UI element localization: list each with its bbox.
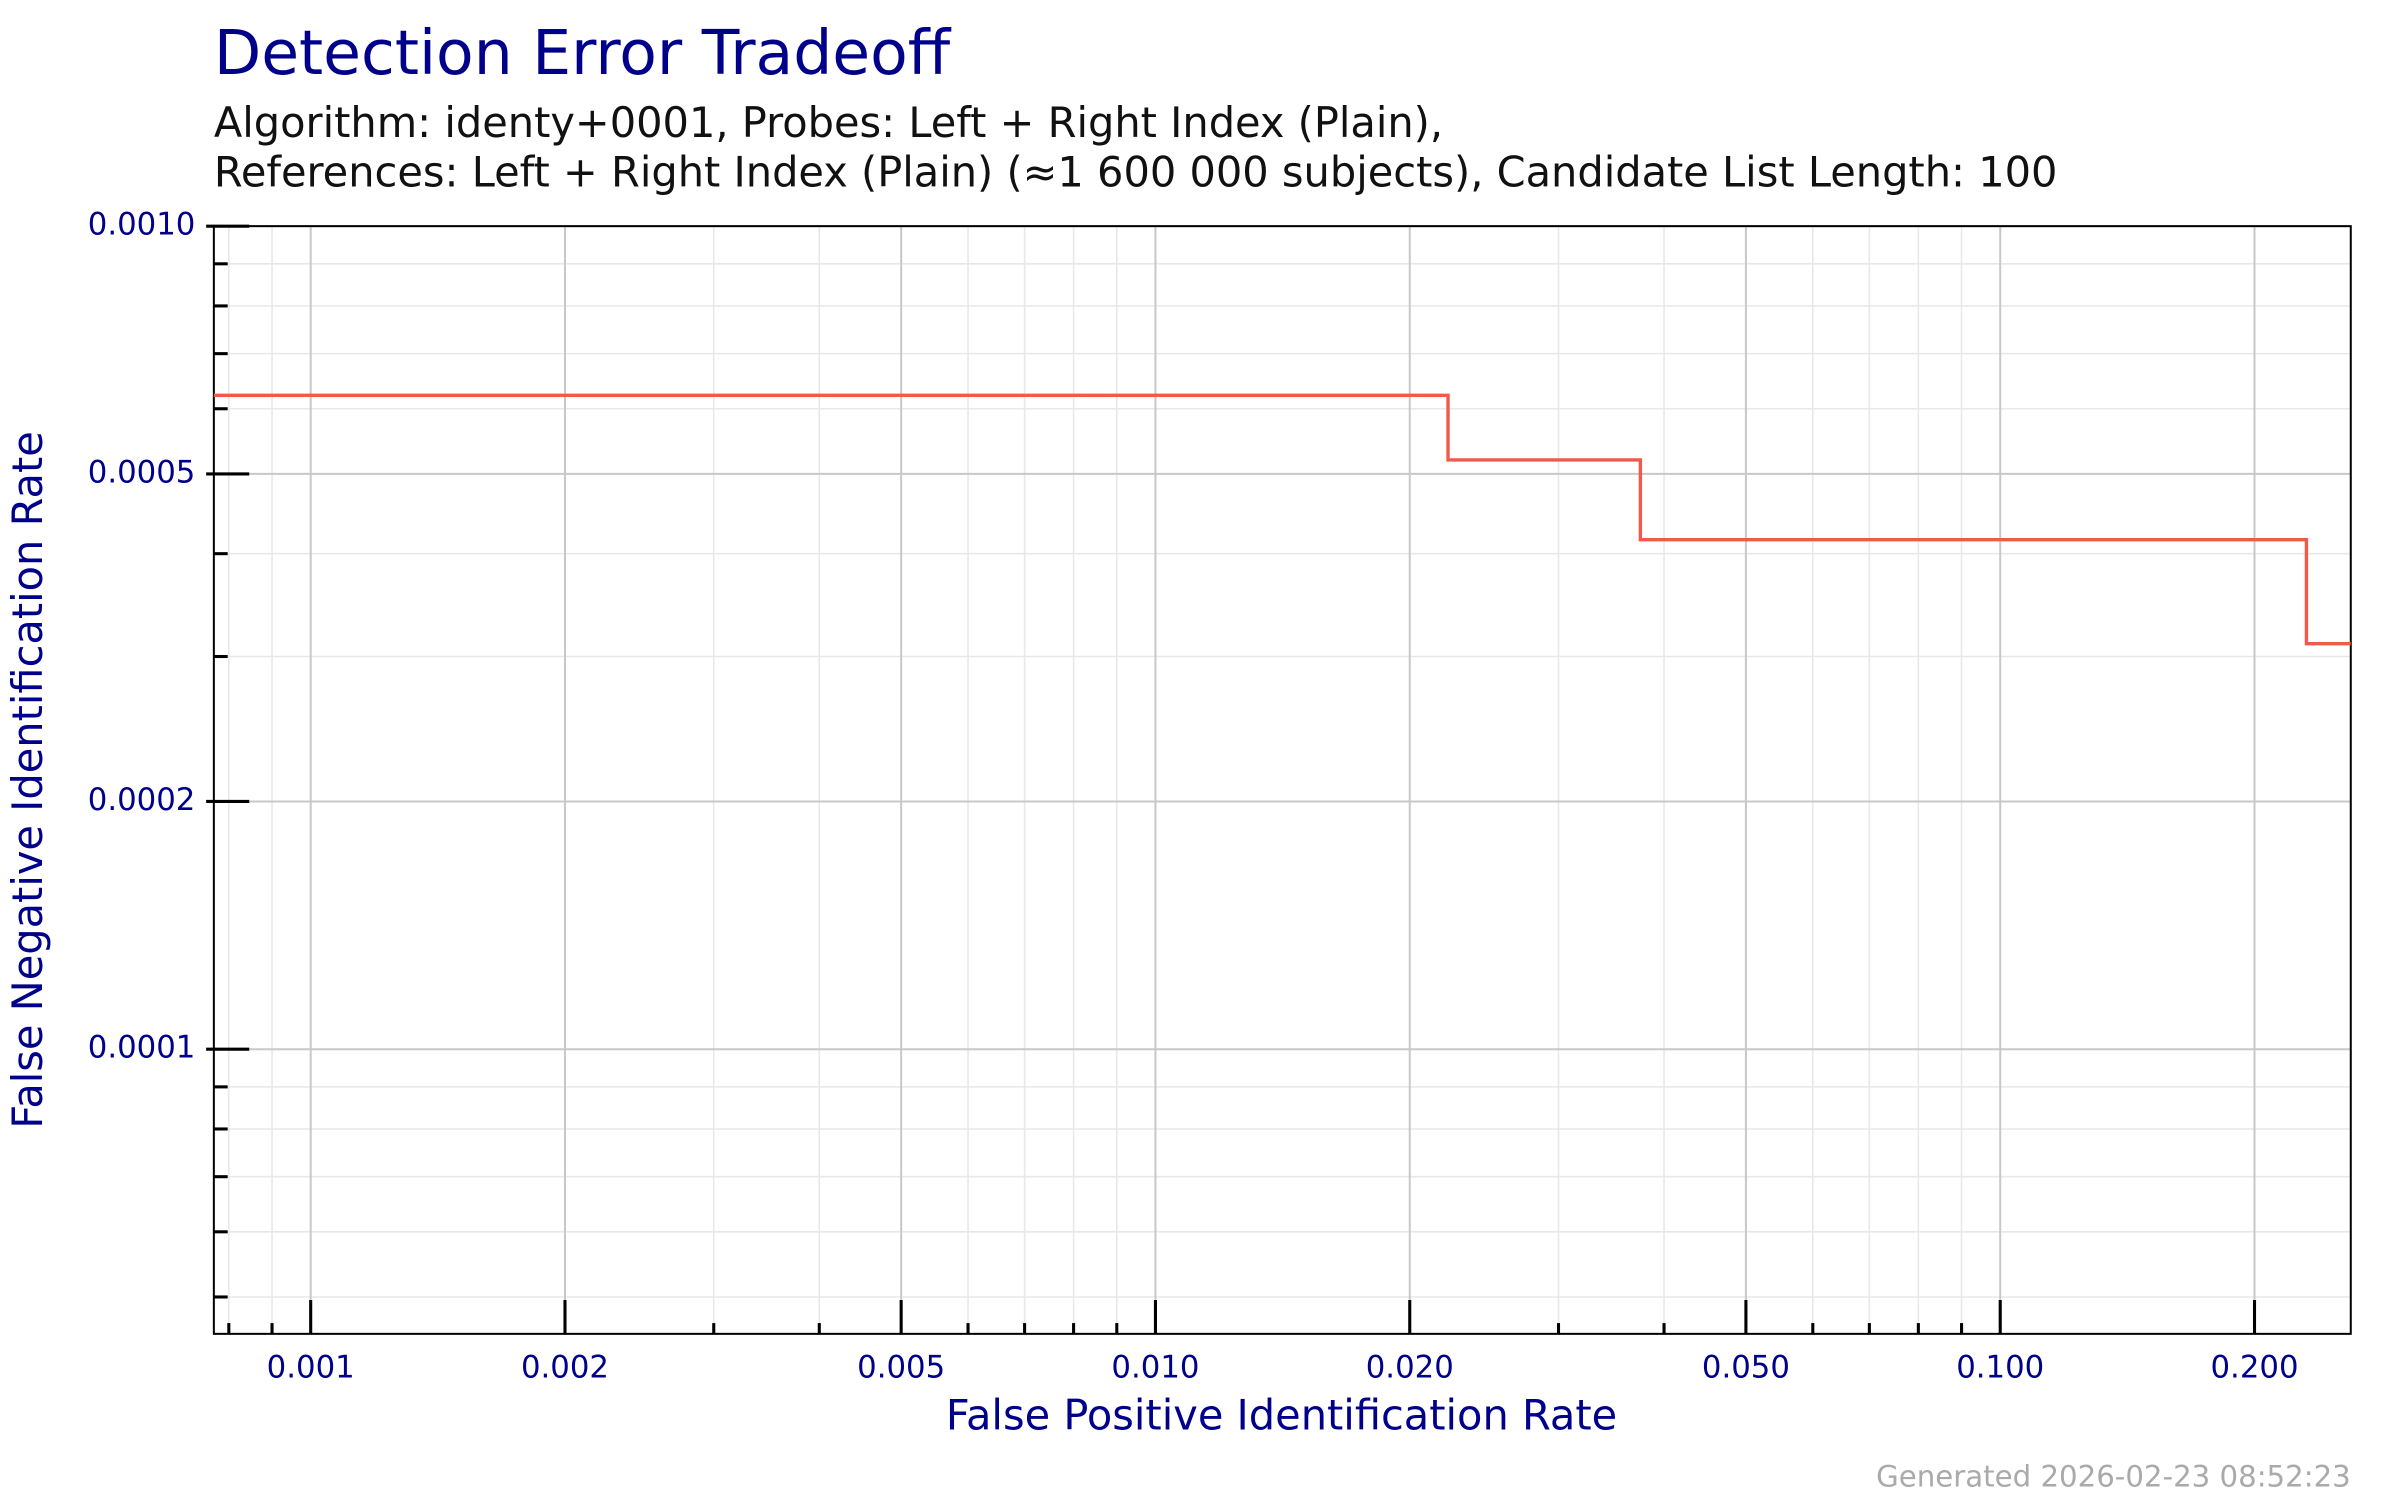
x-tick-label: 0.010 bbox=[1111, 1350, 1199, 1386]
y-tick-label: 0.0005 bbox=[88, 454, 196, 490]
x-tick-label: 0.005 bbox=[857, 1350, 945, 1386]
footer: Generated 2026-02-23 08:52:23 bbox=[1876, 1459, 2351, 1493]
subtitle: References: Left + Right Index (Plain) (… bbox=[214, 147, 2058, 196]
x-axis-label: False Positive Identification Rate bbox=[946, 1390, 1617, 1439]
y-axis-label: False Negative Identification Rate bbox=[3, 431, 52, 1129]
series-line bbox=[213, 393, 2351, 646]
chart-title: Detection Error Tradeoff bbox=[214, 17, 952, 89]
x-tick-label: 0.001 bbox=[267, 1350, 355, 1386]
y-tick-label: 0.0002 bbox=[88, 782, 196, 818]
y-tick-label: 0.0010 bbox=[88, 207, 196, 243]
subtitle: Algorithm: identy+0001, Probes: Left + R… bbox=[214, 98, 1443, 147]
y-tick-label: 0.0001 bbox=[88, 1030, 196, 1066]
x-tick-label: 0.002 bbox=[521, 1350, 609, 1386]
x-tick-label: 0.050 bbox=[1702, 1350, 1790, 1386]
x-tick-label: 0.200 bbox=[2210, 1350, 2298, 1386]
x-tick-label: 0.100 bbox=[1956, 1350, 2044, 1386]
plot-frame bbox=[212, 225, 2352, 1335]
x-tick-label: 0.020 bbox=[1366, 1350, 1454, 1386]
